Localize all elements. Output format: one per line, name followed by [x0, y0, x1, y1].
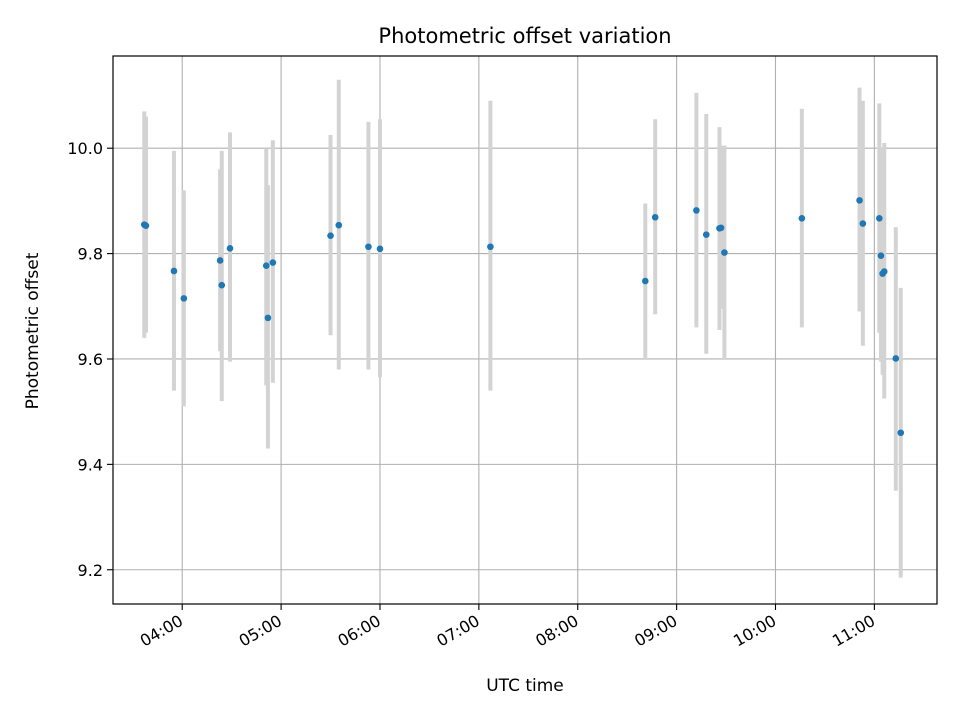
- data-point: [269, 259, 277, 266]
- data-point: [856, 197, 863, 204]
- data-point: [877, 252, 885, 260]
- data-point: [487, 243, 494, 251]
- y-axis: 9.2 9.4 9.6 9.8 10.0: [67, 139, 113, 580]
- data-point: [651, 213, 659, 221]
- data-point: [218, 281, 226, 289]
- data-point: [717, 224, 725, 232]
- data-point: [226, 245, 234, 252]
- data-point: [180, 295, 188, 302]
- data-point: [721, 249, 728, 256]
- data-point: [798, 214, 806, 222]
- data-point: [142, 222, 150, 229]
- y-tick-label: 9.6: [78, 350, 103, 369]
- plot-frame: [112, 55, 938, 605]
- chart-title: Photometric offset variation: [378, 24, 671, 48]
- data-point: [365, 243, 372, 251]
- y-axis-label: Photometric offset: [23, 252, 43, 409]
- data-point: [264, 314, 272, 322]
- data-point: [335, 221, 343, 229]
- data-point: [880, 268, 888, 275]
- data-point: [859, 220, 867, 227]
- y-tick-label: 10.0: [67, 139, 103, 158]
- plot-area: [113, 56, 937, 604]
- data-point: [693, 207, 700, 214]
- data-points: [141, 197, 905, 437]
- data-point: [376, 245, 384, 253]
- y-tick-label: 9.2: [78, 561, 103, 580]
- data-point: [170, 267, 178, 275]
- data-point: [262, 262, 270, 270]
- data-point: [702, 231, 710, 238]
- x-axis-label: UTC time: [486, 676, 564, 696]
- data-point: [892, 355, 900, 362]
- data-point: [642, 277, 649, 285]
- y-tick-label: 9.8: [78, 245, 103, 264]
- y-tick-label: 9.4: [78, 455, 103, 474]
- data-point: [327, 232, 334, 239]
- data-point: [216, 257, 224, 264]
- data-point: [876, 214, 883, 222]
- data-point: [897, 429, 905, 437]
